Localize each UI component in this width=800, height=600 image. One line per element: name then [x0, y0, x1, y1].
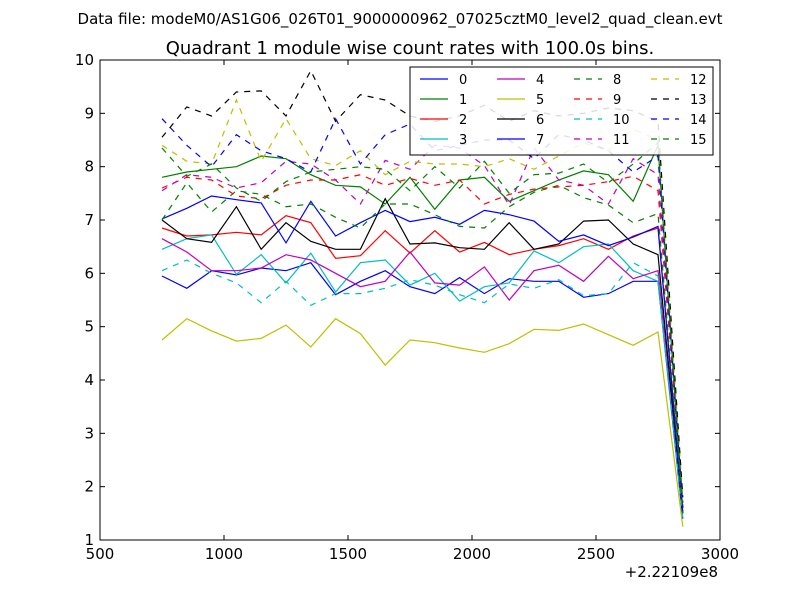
y-tick-label: 6	[84, 264, 94, 282]
plot-frame	[99, 59, 721, 541]
legend-label-13: 13	[690, 93, 707, 108]
legend-label-4: 4	[536, 73, 544, 88]
series-line-10	[161, 259, 684, 519]
y-tick-label: 3	[84, 424, 94, 442]
series-line-3	[161, 234, 684, 514]
series-line-7	[161, 195, 684, 514]
y-tick-label: 8	[84, 158, 94, 176]
legend-label-9: 9	[613, 93, 621, 108]
y-tick-label: 1	[84, 531, 94, 549]
legend-label-14: 14	[690, 113, 707, 128]
y-tick-label: 2	[84, 478, 94, 496]
legend-box	[409, 66, 714, 156]
series-line-9	[161, 174, 684, 503]
legend-label-11: 11	[613, 133, 630, 148]
series-line-1	[161, 145, 684, 514]
y-tick-label: 4	[84, 371, 94, 389]
y-tick-label: 7	[84, 211, 94, 229]
x-tick-label: 2500	[577, 545, 615, 563]
series-line-0	[161, 261, 684, 519]
series-line-2	[161, 215, 684, 509]
x-tick-label: 1500	[329, 545, 367, 563]
legend-label-5: 5	[536, 93, 544, 108]
legend-label-1: 1	[459, 93, 467, 108]
legend-label-8: 8	[613, 73, 621, 88]
y-tick-label: 9	[84, 104, 94, 122]
x-tick-label: 1000	[205, 545, 243, 563]
chart-title: Quadrant 1 module wise count rates with …	[166, 38, 655, 59]
legend-label-15: 15	[690, 133, 707, 148]
series-line-12	[161, 98, 684, 498]
chart-suptitle: Data file: modeM0/AS1G06_026T01_90000009…	[78, 10, 723, 29]
legend-label-10: 10	[613, 113, 630, 128]
series-line-5	[161, 317, 684, 527]
series-line-11	[161, 144, 684, 503]
legend-label-2: 2	[459, 113, 467, 128]
series-line-14	[161, 117, 684, 509]
y-tick-label: 10	[75, 51, 94, 69]
legend-label-0: 0	[459, 73, 467, 88]
y-tick-label: 5	[84, 318, 94, 336]
x-tick-label: 3000	[701, 545, 739, 563]
legend-label-6: 6	[536, 113, 544, 128]
series-line-15	[161, 141, 684, 514]
series-line-4	[161, 238, 684, 509]
legend-label-7: 7	[536, 133, 544, 148]
series-line-8	[161, 181, 684, 509]
legend-label-12: 12	[690, 73, 707, 88]
x-tick-label: 500	[86, 545, 115, 563]
x-offset-label: +2.22109e8	[625, 563, 718, 581]
series-line-6	[161, 197, 684, 514]
x-tick-label: 2000	[453, 545, 491, 563]
legend-label-3: 3	[459, 133, 467, 148]
